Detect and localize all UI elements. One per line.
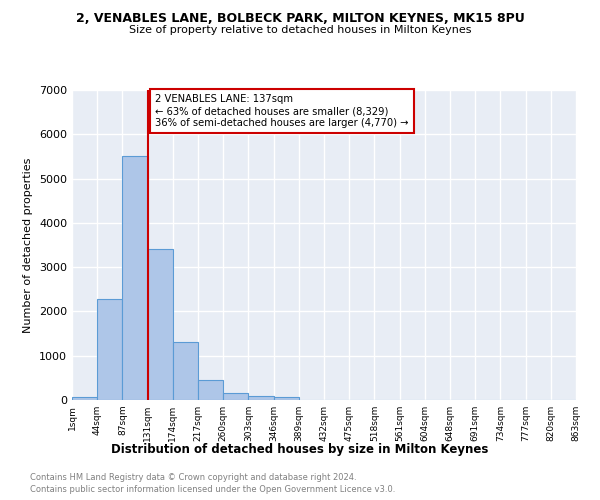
Bar xyxy=(248,396,274,400)
Bar xyxy=(148,248,173,400)
Text: Distribution of detached houses by size in Milton Keynes: Distribution of detached houses by size … xyxy=(112,442,488,456)
Y-axis label: Number of detached properties: Number of detached properties xyxy=(23,158,34,332)
Text: Contains public sector information licensed under the Open Government Licence v3: Contains public sector information licen… xyxy=(30,485,395,494)
Text: 2 VENABLES LANE: 137sqm
← 63% of detached houses are smaller (8,329)
36% of semi: 2 VENABLES LANE: 137sqm ← 63% of detache… xyxy=(155,94,409,128)
Text: Size of property relative to detached houses in Milton Keynes: Size of property relative to detached ho… xyxy=(129,25,471,35)
Bar xyxy=(97,299,122,400)
Bar xyxy=(122,156,148,400)
Bar xyxy=(198,380,223,400)
Bar xyxy=(173,342,198,400)
Bar xyxy=(223,393,248,400)
Text: Contains HM Land Registry data © Crown copyright and database right 2024.: Contains HM Land Registry data © Crown c… xyxy=(30,472,356,482)
Text: 2, VENABLES LANE, BOLBECK PARK, MILTON KEYNES, MK15 8PU: 2, VENABLES LANE, BOLBECK PARK, MILTON K… xyxy=(76,12,524,26)
Bar xyxy=(274,397,299,400)
Bar xyxy=(72,396,97,400)
